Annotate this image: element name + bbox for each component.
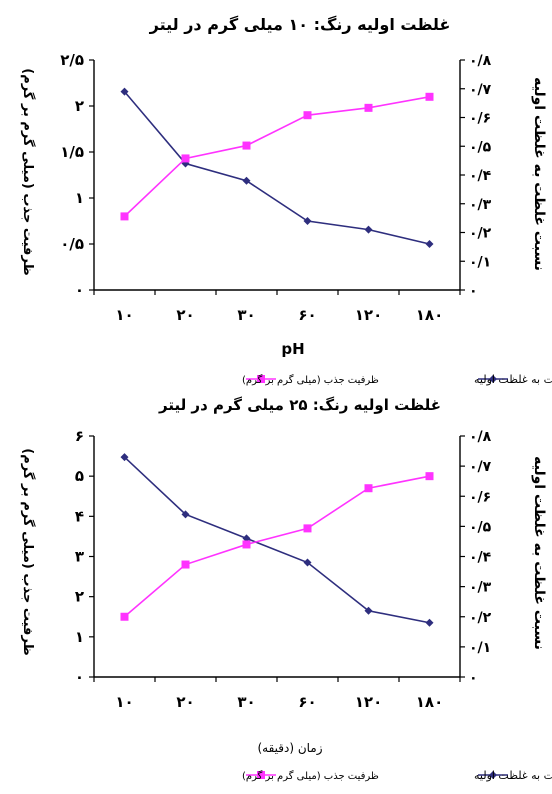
chart-1-legend-ratio-marker xyxy=(489,375,497,383)
chart-1-series-1-point xyxy=(120,87,129,96)
chart-2-x-tick-label: ۲۰ xyxy=(176,693,194,711)
chart-1-x-tick-label: ۱۰ xyxy=(115,306,133,324)
chart-1-series-1-point xyxy=(242,176,251,185)
chart-2-y-right-tick-label: ۰ xyxy=(469,670,478,686)
chart-1-y-right-tick-label: ۰/۳ xyxy=(469,197,492,213)
chart-1-y-right-tick-label: ۰/۸ xyxy=(469,53,492,69)
chart-1-x-tick-label: ۲۰ xyxy=(176,306,194,324)
chart-2-series-1-line xyxy=(123,456,430,624)
chart-2-series-2-point xyxy=(181,560,190,569)
chart-1-series-1-line xyxy=(123,91,430,245)
chart-1-y-left-tick-label: ۰ xyxy=(75,281,84,299)
chart-2-x-tick-label: ۱۲۰ xyxy=(355,693,382,711)
chart-1-y-right-tick-label: ۰/۴ xyxy=(469,168,492,184)
chart-1-y-right-tick-label: ۰/۲ xyxy=(469,226,492,242)
chart-1-y-left-label: ظرفیت جذب (میلی گرم بر گرم) xyxy=(20,68,36,276)
chart-2-y-right-tick-label: ۰/۲ xyxy=(469,610,492,626)
chart-2-y-right-tick-label: ۰/۶ xyxy=(469,489,491,505)
chart-2-series-2-point xyxy=(120,612,129,621)
chart-1-series-2-line xyxy=(123,96,430,217)
chart-2-title: غلظت اولیه رنگ: ۲۵ میلی گرم در لیتر xyxy=(158,396,441,414)
chart-2-series-1-point xyxy=(425,618,434,627)
chart-2-series-2-point xyxy=(303,524,312,533)
chart-1-series-1-point xyxy=(303,217,312,225)
chart-2-y-left-tick-label: ۶ xyxy=(75,427,84,445)
chart-1-series-2-point xyxy=(303,111,312,120)
chart-2-y-right-tick-label: ۰/۷ xyxy=(469,459,492,475)
chart-2-legend-capacity-label: ظرفیت جذب (میلی گرم بر گرم) xyxy=(242,770,379,782)
chart-1-y-right-tick-label: ۰/۵ xyxy=(469,139,492,155)
chart-2-x-tick-label: ۱۸۰ xyxy=(416,693,443,711)
chart-1-x-label: pH xyxy=(281,340,304,358)
chart-1-legend: نسبت غلظت به غلظت اولیه ظرفیت جذب (میلی … xyxy=(242,373,552,386)
chart-1-y-right-tick-label: ۰/۷ xyxy=(469,82,492,98)
chart-2-y-left-tick-label: ۲ xyxy=(75,588,84,606)
chart-2-legend-ratio-marker xyxy=(489,771,497,779)
chart-1-title: غلظت اولیه رنگ: ۱۰ میلی گرم در لیتر xyxy=(149,15,451,34)
chart-1-series-2-point xyxy=(425,92,434,101)
chart-1-x-tick-label: ۶۰ xyxy=(298,306,316,324)
chart-1-y-left-tick-label: ۲ xyxy=(75,97,84,115)
chart-2-series-2-point xyxy=(242,540,251,549)
chart-2-y-right-tick-label: ۰/۸ xyxy=(469,429,492,445)
chart-1-series-1-point xyxy=(425,240,434,248)
chart-2-series-1-point xyxy=(120,453,129,462)
chart-2-y-right-tick-label: ۰/۴ xyxy=(469,550,492,566)
chart-1-series-2-point xyxy=(364,103,373,112)
chart-2-x-label: زمان (دقیقه) xyxy=(257,741,322,756)
chart-1: غلظت اولیه رنگ: ۱۰ میلی گرم در لیتر ظرفی… xyxy=(20,15,552,386)
chart-1-y-right-tick-label: ۰/۱ xyxy=(469,254,491,270)
chart-2: غلظت اولیه رنگ: ۲۵ میلی گرم در لیتر ظرفی… xyxy=(20,396,552,782)
chart-1-y-right-tick-label: ۰/۶ xyxy=(469,111,491,127)
chart-2-y-left-tick-label: ۵ xyxy=(75,467,84,485)
chart-1-plot: ۰ ۰/۵ ۱ ۱/۵ ۲ ۲/۵ ۰ ۰/۱ ۰/۲ ۰/۳ ۰/۴ ۰/۵ ۰/۶ ۰/۷ ۰/۸ ۱۰ ۲… xyxy=(60,51,491,324)
chart-1-series-2-point xyxy=(120,212,129,221)
chart-2-y-left-tick-label: ۰ xyxy=(75,668,84,686)
chart-2-series-2-line xyxy=(123,475,430,618)
chart-2-y-right-tick-label: ۰/۱ xyxy=(469,640,491,656)
chart-2-y-left-tick-label: ۳ xyxy=(75,548,84,566)
chart-1-x-tick-label: ۳۰ xyxy=(237,306,255,324)
chart-2-legend-ratio-label: نسبت غلظت به غلظت اولیه xyxy=(474,769,552,782)
chart-2-series-1-point xyxy=(242,534,251,543)
chart-2-series-2-point xyxy=(425,472,434,481)
chart-2-legend-capacity-marker xyxy=(257,771,265,779)
chart-1-legend-capacity-label: ظرفیت جذب (میلی گرم بر گرم) xyxy=(242,374,379,386)
chart-2-y-right-label: نسبت غلظت به غلظت اولیه xyxy=(531,456,547,650)
chart-1-y-left-tick-label: ۰/۵ xyxy=(60,235,84,253)
chart-2-x-tick-label: ۱۰ xyxy=(115,693,133,711)
chart-2-x-tick-label: ۶۰ xyxy=(298,693,316,711)
chart-2-y-left-label: ظرفیت جذب (میلی گرم بر گرم) xyxy=(20,448,36,656)
chart-2-x-tick-label: ۳۰ xyxy=(237,693,255,711)
chart-2-legend: نسبت غلظت به غلظت اولیه ظرفیت جذب (میلی … xyxy=(242,769,552,782)
chart-2-y-left-tick-label: ۱ xyxy=(75,628,84,646)
chart-1-series-2-point xyxy=(181,154,190,163)
chart-2-y-right-tick-label: ۰/۵ xyxy=(469,519,492,535)
chart-2-series-1-point xyxy=(364,606,373,615)
chart-2-series-2-point xyxy=(364,484,373,493)
chart-2-y-left-tick-label: ۴ xyxy=(75,507,84,525)
chart-2-series-1-point xyxy=(303,558,312,567)
chart-1-series-1-point xyxy=(364,225,373,234)
chart-1-y-right-tick-label: ۰ xyxy=(469,283,478,299)
chart-1-y-left-tick-label: ۱/۵ xyxy=(60,143,84,161)
chart-1-x-tick-label: ۱۲۰ xyxy=(355,306,382,324)
chart-1-x-tick-label: ۱۸۰ xyxy=(416,306,443,324)
chart-1-legend-ratio-label: نسبت غلظت به غلظت اولیه xyxy=(474,373,552,386)
chart-1-y-left-tick-label: ۱ xyxy=(75,189,84,207)
chart-1-y-left-tick-label: ۲/۵ xyxy=(60,51,84,69)
chart-1-legend-capacity-marker xyxy=(257,375,265,383)
chart-2-y-right-tick-label: ۰/۳ xyxy=(469,580,492,596)
chart-1-y-right-label: نسبت غلظت به غلظت اولیه xyxy=(531,77,547,271)
chart-1-series-2-point xyxy=(242,141,251,150)
chart-2-series-1-point xyxy=(181,510,190,519)
